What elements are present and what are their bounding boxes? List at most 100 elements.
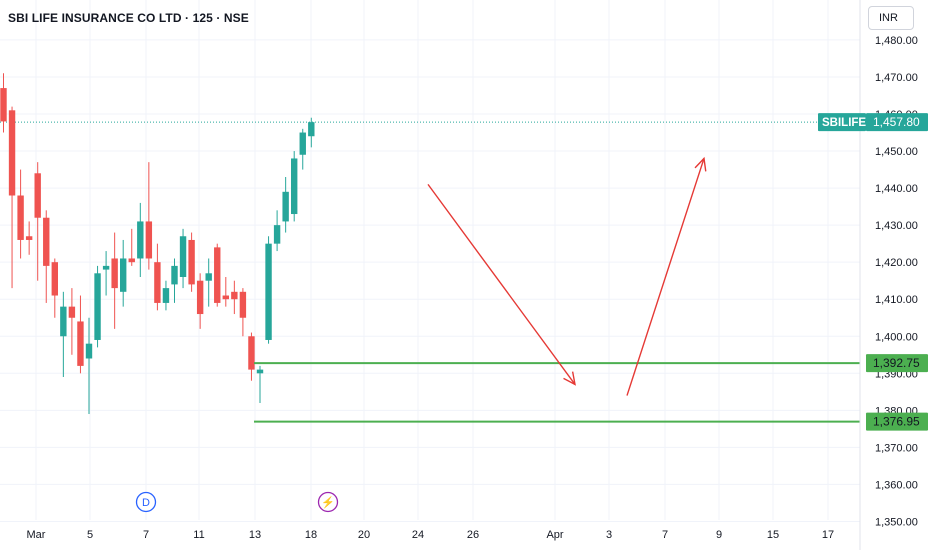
price-tick-label: 1,350.00 — [875, 516, 918, 528]
price-tick-label: 1,430.00 — [875, 220, 918, 232]
candle — [265, 236, 272, 344]
candle-body — [145, 221, 153, 259]
candle-body — [222, 295, 229, 300]
price-tick-label: 1,480.00 — [875, 35, 918, 47]
event-markers[interactable]: D ⚡ — [135, 491, 339, 513]
price-axis[interactable]: 1,350.001,360.001,370.001,380.001,390.00… — [818, 0, 928, 550]
candle — [51, 258, 58, 318]
time-tick-label: 11 — [193, 529, 204, 541]
candle-body — [282, 191, 289, 222]
candle-body — [111, 258, 118, 289]
candle — [239, 288, 247, 337]
candle-body — [308, 122, 315, 137]
trend-arrow-head[interactable] — [563, 371, 576, 386]
candle-body — [273, 225, 281, 244]
candle-body — [34, 173, 41, 218]
candle-body — [43, 217, 50, 266]
candle-body — [77, 321, 84, 366]
candle — [205, 258, 212, 307]
trend-arrow-line[interactable] — [427, 183, 576, 385]
candle — [60, 291, 67, 378]
candle — [291, 151, 298, 222]
level-price-tag[interactable] — [866, 412, 928, 431]
candle — [299, 128, 306, 170]
candle — [256, 365, 264, 403]
trend-arrow-line[interactable] — [626, 158, 705, 396]
candle — [145, 162, 153, 270]
candle-body — [256, 369, 264, 374]
price-tick-label: 1,410.00 — [875, 294, 918, 306]
candle — [171, 258, 178, 303]
time-tick-label: 7 — [662, 529, 668, 541]
lightning-event-icon[interactable]: ⚡ — [317, 491, 339, 513]
price-tick-label: 1,450.00 — [875, 146, 918, 158]
candle-body — [102, 265, 110, 270]
horizontal-levels[interactable] — [254, 362, 860, 423]
candle — [25, 221, 33, 255]
candle-body — [162, 288, 170, 303]
time-tick-label: 18 — [305, 529, 317, 541]
candle-body — [179, 236, 187, 277]
lightning-event-icon-label: ⚡ — [321, 496, 335, 509]
candle-body — [171, 265, 178, 285]
price-tick-label: 1,470.00 — [875, 72, 918, 84]
candle-body — [8, 110, 16, 196]
candle — [8, 106, 16, 289]
candle — [179, 228, 187, 289]
candle-body — [154, 262, 161, 303]
candle — [68, 288, 76, 355]
chart-title: SBI LIFE INSURANCE CO LTD · 125 · NSE — [8, 11, 249, 25]
candle-body — [85, 343, 93, 359]
time-tick-label: 7 — [143, 529, 149, 541]
candle — [111, 232, 118, 329]
candle-body — [94, 273, 101, 340]
time-axis[interactable]: Mar 5 7 11 13 18 20 24 26 Apr 3 7 9 15 17 — [27, 529, 835, 541]
price-tick-label: 1,370.00 — [875, 442, 918, 454]
candle-body — [265, 243, 272, 340]
candle — [0, 73, 7, 133]
chart-grid — [0, 0, 860, 522]
level-price-label: 1,376.95 — [873, 415, 920, 429]
candle-body — [60, 306, 67, 337]
time-tick-label: 13 — [249, 529, 261, 541]
candle — [43, 210, 50, 303]
price-tick-label: 1,440.00 — [875, 183, 918, 195]
candle — [308, 117, 315, 148]
candle-body — [248, 336, 255, 370]
time-tick-label: 17 — [822, 529, 834, 541]
candle — [17, 169, 24, 259]
candle-body — [51, 262, 58, 296]
candle-body — [120, 258, 127, 292]
candle — [94, 265, 101, 348]
symbol-tag[interactable] — [818, 113, 866, 132]
dividend-event-icon-label: D — [142, 497, 150, 509]
time-tick-label: Apr — [546, 529, 563, 541]
dividend-event-icon-circle — [135, 491, 157, 513]
trend-arrow-head[interactable] — [694, 156, 707, 172]
last-price-tag[interactable] — [866, 113, 928, 132]
candlestick-series — [0, 73, 315, 415]
time-tick-label: 15 — [767, 529, 779, 541]
candle-body — [299, 132, 306, 155]
dividend-event-icon[interactable]: D — [135, 491, 157, 513]
candle — [214, 243, 221, 307]
candle-body — [231, 291, 238, 300]
level-price-tag[interactable] — [866, 354, 928, 373]
candle-body — [17, 195, 24, 240]
candle-body — [196, 280, 204, 315]
time-tick-label: 26 — [467, 529, 479, 541]
candle — [248, 332, 255, 381]
candle — [34, 162, 41, 281]
candle-body — [25, 236, 33, 240]
price-tick-label: 1,360.00 — [875, 479, 918, 491]
candle — [154, 243, 161, 311]
candle-body — [205, 273, 212, 281]
candle — [162, 280, 170, 311]
candle-body — [137, 221, 144, 259]
candle — [120, 239, 127, 307]
drawn-arrows[interactable] — [427, 156, 707, 396]
currency-selector[interactable]: INR — [868, 6, 914, 30]
candle-body — [128, 258, 135, 263]
candle — [231, 280, 238, 315]
